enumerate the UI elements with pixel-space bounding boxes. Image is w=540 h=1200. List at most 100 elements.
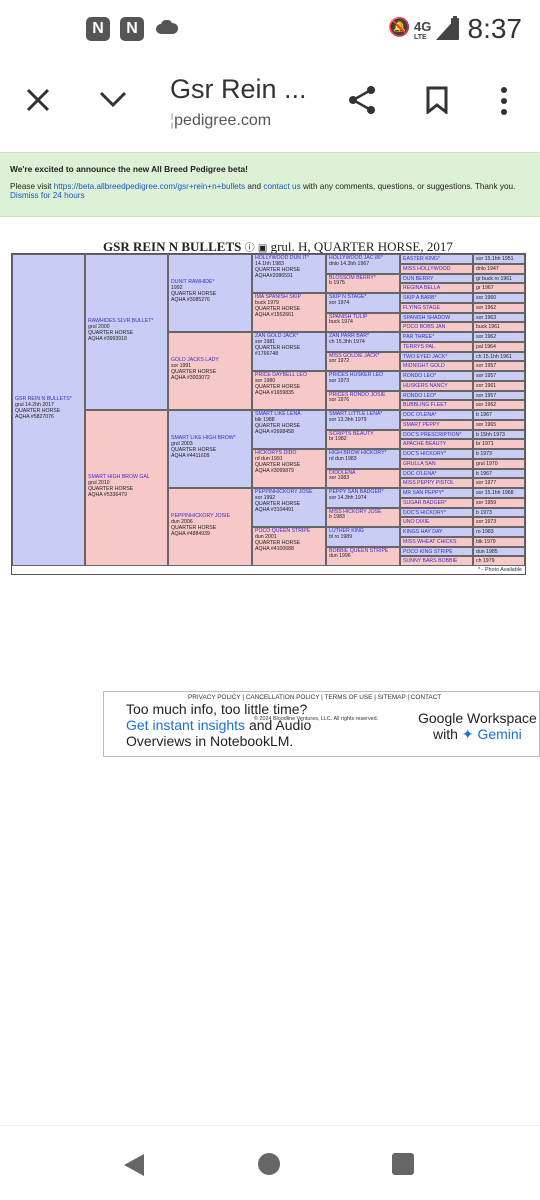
horse-link[interactable]: HICKORYS DIDO — [255, 450, 297, 456]
horse-link[interactable]: MR SAN PEPPY* — [403, 490, 444, 496]
horse-link[interactable]: SMART HIGH BROW GAL — [88, 474, 150, 480]
pedigree-cell-gen6[interactable]: SPANISH SHADOW — [400, 312, 473, 323]
horse-link[interactable]: BLOSSOM BERRY* — [329, 274, 376, 281]
pedigree-cell-gen6[interactable]: SUNNY BARS BOBBIE — [400, 556, 473, 566]
horse-link[interactable]: HOLLYWOOD JAC 86* — [329, 255, 383, 261]
footer-ad[interactable]: PRIVACY POLICY | CANCELLATION POLICY | T… — [103, 691, 540, 757]
horse-link[interactable]: IMA SPANISH SKIP — [255, 294, 302, 300]
pedigree-cell-gen4[interactable]: ZAN GOLD JACK* sor 1981 QUARTER HORSE #1766… — [252, 332, 326, 371]
horse-link[interactable]: REGINA BELLA — [403, 285, 441, 292]
horse-link[interactable]: PEPPY SAN BADGER* — [329, 489, 384, 495]
pedigree-cell-gen5[interactable]: DIDOLENA sor 1983 — [326, 468, 400, 488]
horse-link[interactable]: BOBBIE QUEEN STRIPE — [329, 547, 389, 554]
back-icon[interactable] — [122, 1152, 146, 1178]
pedigree-cell-gen4[interactable]: POCO QUEEN STRIPE dun 2001 QUARTER HORSE AQ… — [252, 527, 326, 566]
pedigree-cell-gen6[interactable]: DOC'S HICKORY* — [400, 449, 473, 459]
horse-link[interactable]: PRICES RONDO JOSIE — [329, 391, 386, 398]
pedigree-cell-gen5[interactable]: BLOSSOM BERRY* b 1975 — [326, 273, 400, 293]
photo-icon[interactable]: ▣ — [257, 243, 268, 254]
pedigree-cell-gen5[interactable]: LUTHER KING bl ro 1989 — [326, 527, 400, 547]
pedigree-cell-gen6[interactable]: POCO KING STRIPE — [400, 546, 473, 557]
pedigree-cell-gen6[interactable]: GRULLA SAN — [400, 458, 473, 469]
horse-link[interactable]: POCO QUEEN STRIPE — [255, 528, 311, 534]
info-icon[interactable]: ⓘ — [244, 243, 255, 254]
pedigree-cell-gen6[interactable]: MISS HOLLYWOOD — [400, 263, 473, 274]
footer-links[interactable]: PRIVACY POLICY | CANCELLATION POLICY | T… — [188, 694, 442, 701]
pedigree-cell-gen6[interactable]: SKIP A BARB* — [400, 293, 473, 303]
pedigree-cell-gen6[interactable]: DOC O'LENA* — [400, 468, 473, 479]
horse-link[interactable]: DOC'S PRESCRIPTION* — [403, 431, 462, 438]
horse-link[interactable]: UNO DIXIE — [403, 519, 430, 526]
pedigree-cell-gen6[interactable]: RONDO LEO* — [400, 371, 473, 381]
horse-link[interactable]: POCO BOBS JAN — [403, 324, 446, 331]
horse-link[interactable]: HUSKERS NANCY — [403, 382, 448, 389]
horse-link[interactable]: PAR THREE* — [403, 334, 435, 340]
horse-link[interactable]: SKIP A BARB* — [403, 295, 437, 301]
pedigree-cell-gen6[interactable]: MR SAN PEPPY* — [400, 488, 473, 498]
pedigree-cell-gen6[interactable]: SMART PEPPY — [400, 419, 473, 430]
pedigree-cell-gen4[interactable]: HOLLYWOOD DUN IT* 14.1hh 1983 QUARTER HORS… — [252, 254, 326, 293]
pedigree-cell-gen6[interactable]: POCO BOBS JAN — [400, 322, 473, 332]
pedigree-cell-gen6[interactable]: DOC O'LENA* — [400, 410, 473, 420]
horse-link[interactable]: SPANISH TULIP — [329, 313, 368, 320]
pedigree-cell-gen6[interactable]: TERRYS PAL — [400, 341, 473, 352]
horse-link[interactable]: MISS WHEAT CHICKS — [403, 538, 457, 545]
horse-link[interactable]: SUNNY BARS BOBBIE — [403, 558, 458, 565]
pedigree-cell-gen5[interactable]: HIGH BROW HICKORY* rd dun 1983 — [326, 449, 400, 469]
close-icon[interactable] — [24, 86, 52, 114]
horse-link[interactable]: RONDO LEO* — [403, 392, 437, 399]
horse-link[interactable]: TERRYS PAL — [403, 343, 435, 350]
pedigree-cell-gen5[interactable]: MISS GOLDIE JACK* sor 1972 — [326, 351, 400, 371]
home-icon[interactable] — [258, 1153, 280, 1175]
horse-link[interactable]: GSR REIN N BULLETS* — [15, 396, 72, 402]
horse-link[interactable]: POCO KING STRIPE — [403, 548, 453, 555]
pedigree-cell-gen6[interactable]: PAR THREE* — [400, 332, 473, 342]
horse-link[interactable]: ZAN GOLD JACK* — [255, 333, 299, 339]
pedigree-cell-gen5[interactable]: MISS HICKORY JOSE b 1983 — [326, 507, 400, 527]
pedigree-cell-gen5[interactable]: PRICES HUSKER LEO sor 1973 — [326, 371, 400, 391]
horse-link[interactable]: FLYING STAGE — [403, 304, 440, 311]
horse-link[interactable]: DIDOLENA — [329, 469, 356, 476]
beta-link[interactable]: https://beta.allbreedpedigree.com/gsr+re… — [53, 182, 246, 191]
chevron-down-icon[interactable] — [98, 88, 128, 110]
pedigree-cell-gen5[interactable]: HOLLYWOOD JAC 86* dnlo 14.3hh 1967 — [326, 254, 400, 274]
pedigree-cell-gen6[interactable]: DUN BERRY — [400, 273, 473, 284]
pedigree-cell-gen6[interactable]: FLYING STAGE — [400, 302, 473, 313]
pedigree-cell-gen4[interactable]: PEPPINHICKORY JOSE sor 1992 QUARTER HORSE A… — [252, 488, 326, 527]
pedigree-cell-gen4[interactable]: SMART LIKE LENA blk 1988 QUARTER HORSE AQHA… — [252, 410, 326, 449]
pedigree-cell-gen5[interactable]: SKIP N STAGE* sor 1974 — [326, 293, 400, 313]
pedigree-cell-gen6[interactable]: APACHE BEAUTY — [400, 439, 473, 449]
horse-link[interactable]: HIGH BROW HICKORY* — [329, 450, 387, 456]
horse-link[interactable]: APACHE BEAUTY — [403, 441, 447, 448]
pedigree-cell-gen6[interactable]: SUGAR BADGER* — [400, 497, 473, 508]
horse-link[interactable]: SMART LITTLE LENA* — [329, 411, 383, 417]
pedigree-cell-gen5[interactable]: SCRIPTS BEAUTY br 1982 — [326, 429, 400, 449]
share-icon[interactable] — [346, 84, 378, 116]
pedigree-cell-gen4[interactable]: PRICE DAYBELL LEO sor 1980 QUARTER HORSE AQ… — [252, 371, 326, 410]
horse-link[interactable]: MISS HOLLYWOOD — [403, 265, 451, 272]
horse-link[interactable]: SCRIPTS BEAUTY — [329, 430, 374, 437]
horse-link[interactable]: SMART LIKE HIGH BROW* — [171, 435, 236, 441]
pedigree-cell-gen6[interactable]: BUBBLING FLEET — [400, 400, 473, 410]
contact-link[interactable]: contact us — [263, 182, 301, 191]
pedigree-cell-gen5[interactable]: SPANISH TULIP buck 1974 — [326, 312, 400, 332]
horse-link[interactable]: RAWHIDES SLVR BULLET* — [88, 318, 154, 324]
horse-link[interactable]: SPANISH SHADOW — [403, 314, 451, 321]
horse-link[interactable]: ZAN PARR BAR* — [329, 333, 369, 339]
bookmark-icon[interactable] — [426, 86, 448, 114]
horse-link[interactable]: LUTHER KING — [329, 528, 364, 534]
pedigree-cell-gen2[interactable]: RAWHIDES SLVR BULLET* grul 2000 QUARTER HO… — [85, 254, 168, 410]
pedigree-cell-gen6[interactable]: DOC'S PRESCRIPTION* — [400, 429, 473, 440]
pedigree-cell-gen3[interactable]: SMART LIKE HIGH BROW* grul 2003 QUARTER HO… — [168, 410, 252, 488]
horse-link[interactable]: DUNIT RAWHIDE* — [171, 279, 215, 285]
horse-link[interactable]: MISS GOLDIE JACK* — [329, 352, 380, 359]
horse-link[interactable]: DOC'S HICKORY* — [403, 509, 446, 516]
horse-link[interactable]: SUGAR BADGER* — [403, 499, 447, 506]
recents-icon[interactable] — [392, 1153, 414, 1175]
pedigree-cell-gen6[interactable]: UNO DIXIE — [400, 517, 473, 527]
horse-link[interactable]: SMART PEPPY — [403, 421, 440, 428]
pedigree-cell-gen6[interactable]: MISS WHEAT CHICKS — [400, 536, 473, 547]
pedigree-cell-gen6[interactable]: EASTER KING* — [400, 254, 473, 264]
horse-link[interactable]: SMART LIKE LENA — [255, 411, 301, 417]
pedigree-cell-gen6[interactable]: MIDNIGHT GOLD — [400, 361, 473, 371]
